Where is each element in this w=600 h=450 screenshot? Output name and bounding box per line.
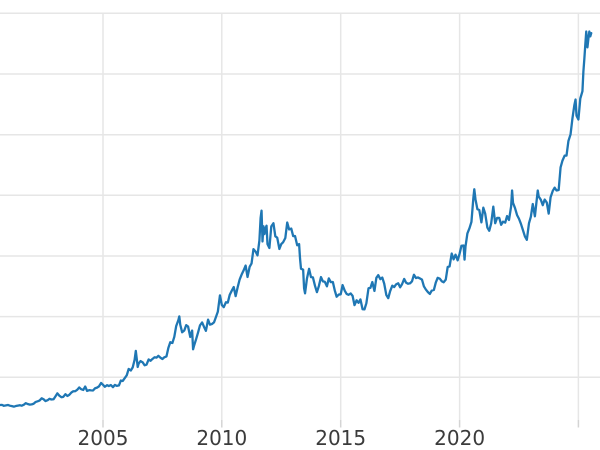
x-tick-label: 2015 (315, 426, 367, 450)
x-tick-label: 2005 (77, 426, 129, 450)
x-tick-label: 2020 (434, 426, 486, 450)
x-tick-label: 2010 (196, 426, 248, 450)
price-line (0, 30, 593, 408)
